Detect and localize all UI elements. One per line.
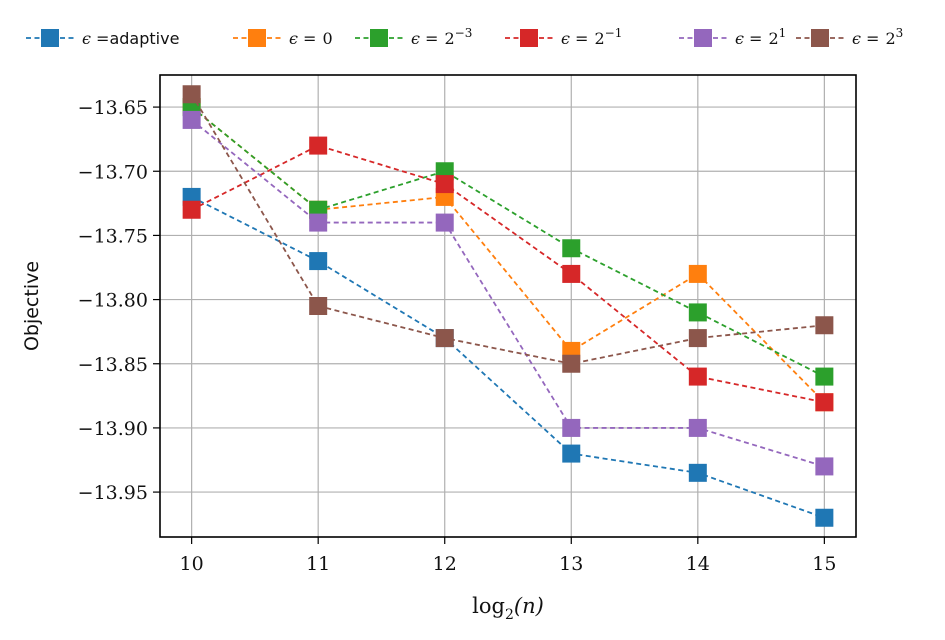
data-point-marker bbox=[688, 303, 707, 322]
y-tick-label: −13.70 bbox=[78, 161, 148, 183]
data-point-marker bbox=[309, 297, 328, 315]
legend-label: ϵ = 0 bbox=[289, 29, 333, 48]
legend-label: ϵ = 2−3 bbox=[411, 26, 472, 48]
x-axis-title: log2(n) bbox=[472, 594, 544, 623]
x-tick-label: 15 bbox=[812, 553, 836, 575]
data-point-marker bbox=[435, 329, 454, 348]
legend-label-exponent: −1 bbox=[605, 26, 623, 40]
y-tick-label: −13.85 bbox=[78, 354, 148, 376]
legend-label-prefix: ϵ = bbox=[82, 29, 109, 48]
legend-label-exponent: −3 bbox=[455, 26, 473, 40]
data-point-marker bbox=[182, 200, 201, 219]
data-point-marker bbox=[815, 508, 834, 527]
x-axis-title-subscript: 2 bbox=[505, 607, 514, 623]
data-point-marker bbox=[688, 367, 707, 386]
data-point-marker bbox=[815, 367, 834, 386]
x-tick-label: 13 bbox=[559, 553, 583, 575]
series-line bbox=[191, 106, 825, 378]
series-line bbox=[191, 144, 825, 404]
series-line bbox=[190, 93, 825, 365]
y-axis-ticks: −13.65 −13.70 −13.75 −13.80 −13.85 −13.90 −13.… bbox=[78, 97, 160, 504]
y-tick-label: −13.80 bbox=[78, 290, 148, 312]
data-point-marker bbox=[815, 457, 834, 476]
legend-label-value: 2 bbox=[768, 29, 778, 48]
y-tick-label: −13.75 bbox=[78, 225, 148, 247]
legend-label: ϵ =adaptive bbox=[82, 29, 179, 48]
data-point-marker bbox=[688, 329, 707, 348]
series-4 bbox=[182, 110, 834, 476]
data-point-marker bbox=[562, 264, 581, 283]
series-line bbox=[191, 119, 825, 468]
data-point-marker bbox=[182, 85, 201, 104]
legend-label-prefix: ϵ = bbox=[289, 29, 316, 48]
data-point-marker bbox=[435, 213, 454, 232]
series-layer bbox=[182, 85, 834, 527]
data-point-marker bbox=[562, 354, 581, 373]
legend-label-prefix: ϵ = bbox=[735, 29, 762, 48]
legend-label-value: 0 bbox=[322, 29, 332, 48]
legend-label-value: 2 bbox=[885, 29, 895, 48]
data-point-marker bbox=[309, 213, 328, 232]
legend-label: ϵ = 21 bbox=[735, 26, 786, 48]
data-point-marker bbox=[435, 175, 454, 194]
data-point-marker bbox=[562, 239, 581, 258]
legend-label-value: 2 bbox=[594, 29, 604, 48]
y-tick-label: −13.95 bbox=[78, 482, 148, 504]
data-point-marker bbox=[688, 463, 707, 482]
legend: ϵ =adaptive ϵ = 0 ϵ = 2−3 ϵ = 2−1 ϵ = 21 ϵ = 23 bbox=[26, 26, 903, 48]
legend-label-prefix: ϵ = bbox=[852, 29, 879, 48]
legend-label: ϵ = 23 bbox=[852, 26, 903, 48]
x-tick-label: 14 bbox=[686, 553, 710, 575]
legend-marker-swatch bbox=[520, 29, 538, 47]
series-line bbox=[191, 196, 825, 519]
data-point-marker bbox=[688, 264, 707, 283]
data-point-marker bbox=[309, 252, 328, 271]
series-0 bbox=[182, 187, 834, 527]
legend-label-value: 2 bbox=[444, 29, 454, 48]
data-point-marker bbox=[562, 444, 581, 463]
legend-label-prefix: ϵ = bbox=[561, 29, 588, 48]
x-axis-title-log: log bbox=[472, 594, 505, 618]
data-point-marker bbox=[309, 136, 328, 155]
y-tick-label: −13.65 bbox=[78, 97, 148, 119]
plot-area-frame bbox=[159, 74, 857, 538]
x-tick-label: 10 bbox=[180, 553, 204, 575]
legend-item-4: ϵ = 21 bbox=[679, 26, 786, 48]
series-3 bbox=[182, 136, 834, 412]
legend-label-prefix: ϵ = bbox=[411, 29, 438, 48]
x-axis-ticks: 10 11 12 13 14 15 bbox=[180, 537, 836, 575]
legend-marker-swatch bbox=[41, 29, 59, 47]
legend-item-2: ϵ = 2−3 bbox=[355, 26, 472, 48]
legend-marker-swatch bbox=[370, 29, 388, 47]
data-point-marker bbox=[562, 418, 581, 437]
series-5 bbox=[182, 85, 834, 373]
legend-label-value: adaptive bbox=[109, 29, 179, 48]
grid-lines bbox=[160, 75, 856, 537]
data-point-marker bbox=[815, 316, 834, 335]
x-axis-title-argument: (n) bbox=[514, 594, 544, 618]
legend-item-1: ϵ = 0 bbox=[233, 29, 333, 48]
data-point-marker bbox=[688, 418, 707, 437]
x-tick-label: 11 bbox=[306, 553, 330, 575]
legend-label-exponent: 1 bbox=[779, 26, 787, 40]
y-axis-title: Objective bbox=[21, 261, 43, 351]
series-line bbox=[191, 106, 826, 403]
legend-marker-swatch bbox=[248, 29, 266, 47]
legend-item-3: ϵ = 2−1 bbox=[505, 26, 622, 48]
data-point-marker bbox=[182, 110, 201, 129]
legend-marker-swatch bbox=[811, 29, 829, 47]
y-tick-label: −13.90 bbox=[78, 418, 148, 440]
legend-label: ϵ = 2−1 bbox=[561, 26, 622, 48]
legend-marker-swatch bbox=[694, 29, 712, 47]
legend-item-0: ϵ =adaptive bbox=[26, 29, 179, 48]
legend-item-5: ϵ = 23 bbox=[796, 26, 903, 48]
data-point-marker bbox=[815, 393, 834, 412]
x-tick-label: 12 bbox=[433, 553, 457, 575]
legend-label-exponent: 3 bbox=[896, 26, 904, 40]
